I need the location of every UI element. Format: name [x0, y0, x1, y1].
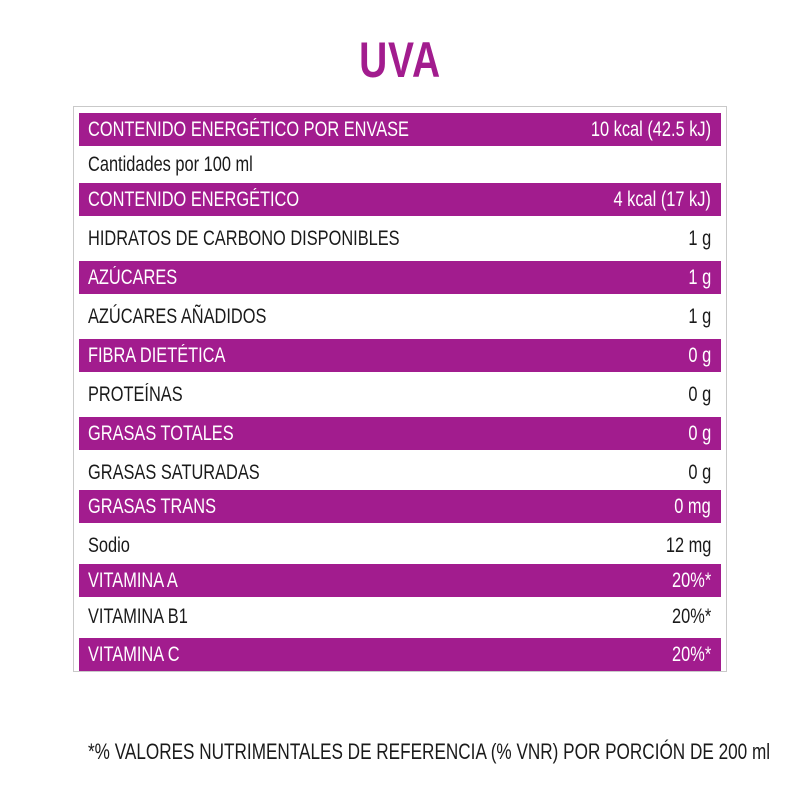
row-label: Cantidades por 100 ml [88, 153, 253, 176]
row-value: 0 g [688, 422, 711, 445]
table-row-saturated-fat: GRASAS SATURADAS 0 g [79, 456, 721, 489]
row-value: 20%* [671, 643, 711, 666]
table-row-energy-per-container: CONTENIDO ENERGÉTICO POR ENVASE 10 kcal … [79, 113, 721, 146]
table-row-sodium: Sodio 12 mg [79, 529, 721, 562]
row-label: GRASAS TOTALES [88, 422, 234, 445]
row-label: PROTEÍNAS [88, 383, 183, 406]
row-value: 0 g [688, 461, 711, 484]
table-row-quantities-per-100ml: Cantidades por 100 ml [79, 148, 721, 181]
row-label: Sodio [88, 534, 130, 557]
row-label: CONTENIDO ENERGÉTICO POR ENVASE [88, 118, 409, 141]
row-label: HIDRATOS DE CARBONO DISPONIBLES [88, 227, 400, 250]
table-row-total-fat: GRASAS TOTALES 0 g [79, 417, 721, 450]
table-row-added-sugars: AZÚCARES AÑADIDOS 1 g [79, 300, 721, 333]
nutrition-table: CONTENIDO ENERGÉTICO POR ENVASE 10 kcal … [73, 106, 727, 672]
table-row-vitamin-a: VITAMINA A 20%* [79, 564, 721, 597]
table-row-proteins: PROTEÍNAS 0 g [79, 378, 721, 411]
row-value: 0 g [688, 383, 711, 406]
row-label: AZÚCARES [88, 266, 178, 289]
row-value: 4 kcal (17 kJ) [613, 188, 711, 211]
row-value: 0 g [688, 344, 711, 367]
row-value: 12 mg [665, 534, 711, 557]
table-row-vitamin-c: VITAMINA C 20%* [79, 638, 721, 671]
table-row-trans-fat: GRASAS TRANS 0 mg [79, 490, 721, 523]
table-row-sugars: AZÚCARES 1 g [79, 261, 721, 294]
row-value: 1 g [688, 227, 711, 250]
row-label: VITAMINA B1 [88, 605, 188, 628]
row-value: 10 kcal (42.5 kJ) [590, 118, 711, 141]
row-value: 20%* [671, 605, 711, 628]
row-value: 0 mg [674, 495, 711, 518]
table-row-carbohydrates: HIDRATOS DE CARBONO DISPONIBLES 1 g [79, 222, 721, 255]
table-row-dietary-fiber: FIBRA DIETÉTICA 0 g [79, 339, 721, 372]
product-title: UVA [359, 32, 441, 88]
row-label: VITAMINA A [88, 569, 178, 592]
footnote: *% VALORES NUTRIMENTALES DE REFERENCIA (… [88, 739, 771, 764]
row-label: CONTENIDO ENERGÉTICO [88, 188, 300, 211]
row-value: 1 g [688, 305, 711, 328]
row-value: 1 g [688, 266, 711, 289]
row-label: FIBRA DIETÉTICA [88, 344, 226, 367]
row-label: GRASAS SATURADAS [88, 461, 260, 484]
table-row-energy: CONTENIDO ENERGÉTICO 4 kcal (17 kJ) [79, 183, 721, 216]
row-label: VITAMINA C [88, 643, 180, 666]
row-label: GRASAS TRANS [88, 495, 217, 518]
row-label: AZÚCARES AÑADIDOS [88, 305, 267, 328]
row-value: 20%* [671, 569, 711, 592]
table-row-vitamin-b1: VITAMINA B1 20%* [79, 600, 721, 633]
